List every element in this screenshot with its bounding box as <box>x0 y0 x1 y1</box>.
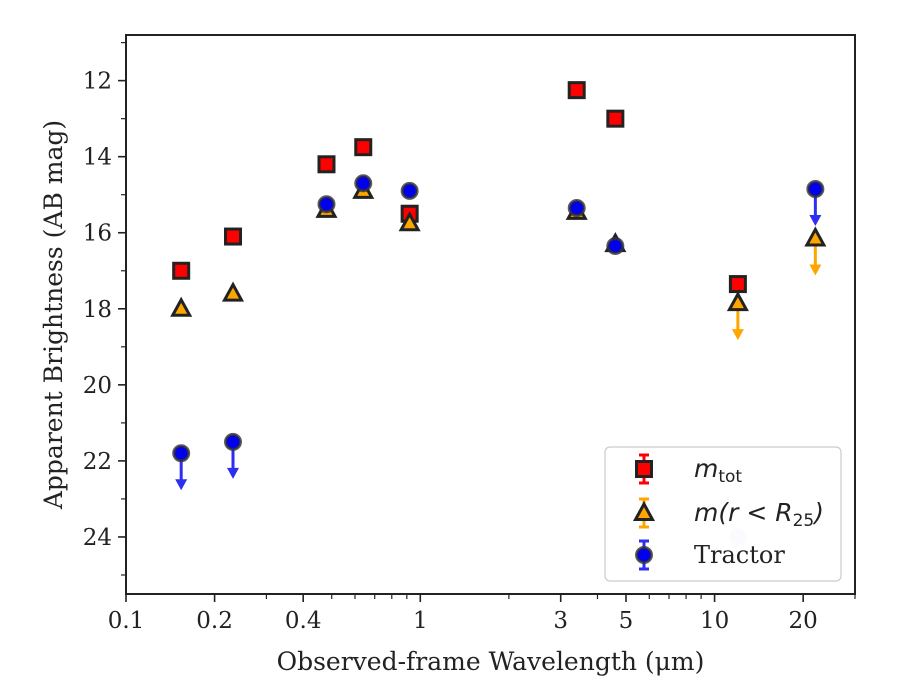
data-point <box>728 275 747 294</box>
data-point <box>172 261 191 280</box>
arrow-head <box>227 467 240 479</box>
legend-label: mtot <box>694 454 742 487</box>
legend-entry: Tractor <box>635 539 785 571</box>
data-point <box>804 226 827 247</box>
x-tick-label: 0.1 <box>108 608 145 634</box>
x-tick-label: 0.4 <box>285 608 322 634</box>
data-point <box>567 81 586 100</box>
plot-frame <box>125 34 856 595</box>
legend-marker <box>635 546 653 564</box>
triangle-marker <box>398 211 421 232</box>
x-tick-label: 1 <box>413 608 428 634</box>
y-tick-label: 14 <box>83 145 112 171</box>
x-tick-label: 5 <box>619 608 634 634</box>
data-point <box>354 138 373 157</box>
arrow-head <box>809 215 822 227</box>
data-point <box>806 180 825 199</box>
data-point <box>726 290 749 312</box>
circle-marker <box>354 174 373 193</box>
circle-marker <box>317 195 336 214</box>
x-tick-label: 10 <box>700 608 729 634</box>
triangle-marker <box>632 500 656 521</box>
legend-label-main: m(r < R <box>694 498 793 527</box>
square-marker <box>224 227 243 246</box>
legend-label-sub: 25 <box>793 511 815 531</box>
circle-marker <box>806 180 825 199</box>
data-point <box>317 195 336 214</box>
data-point <box>224 227 243 246</box>
data-point <box>606 109 625 128</box>
y-tick-label: 16 <box>83 221 112 247</box>
legend-label-main: m <box>694 454 718 483</box>
data-point <box>354 174 373 193</box>
data-point <box>224 432 243 451</box>
circle-marker <box>567 199 586 218</box>
arrow-head <box>175 479 188 491</box>
y-tick-label: 18 <box>83 297 112 323</box>
legend-label: Tractor <box>694 541 785 569</box>
x-axis-title: Observed-frame Wavelength (μm) <box>277 647 705 676</box>
legend-label-sub: tot <box>718 467 742 487</box>
legend-entry: mtot <box>635 453 742 487</box>
x-tick-label: 3 <box>553 608 568 634</box>
legend-label-close: ) <box>812 498 824 527</box>
series-square <box>172 81 747 294</box>
legend: mtot m(r < R25) Tractor <box>604 446 842 582</box>
data-point <box>221 281 245 302</box>
square-marker <box>172 261 191 280</box>
axes: 0.1 0.2 0.4 1 3 5 10 20 12 14 16 18 20 22 24 <box>83 34 856 634</box>
y-tick-label: 20 <box>83 373 112 399</box>
data-point <box>567 199 586 218</box>
legend-marker <box>632 500 656 521</box>
circle-marker <box>172 444 191 463</box>
arrow-head <box>731 329 744 341</box>
x-tick-label: 20 <box>789 608 818 634</box>
series-triangle <box>170 178 827 341</box>
square-marker <box>728 275 747 294</box>
data-point <box>606 237 625 256</box>
square-marker <box>635 460 653 478</box>
data-point <box>317 155 336 174</box>
data-point <box>398 211 421 232</box>
y-tick-label: 22 <box>83 449 112 475</box>
y-tick-label: 24 <box>83 525 112 551</box>
circle-marker <box>400 181 419 200</box>
y-axis-title: Apparent Brightness (AB mag) <box>39 120 68 510</box>
triangle-marker <box>170 296 193 317</box>
legend-label: m(r < R25) <box>694 498 824 531</box>
data-point <box>172 444 191 463</box>
x-tick-label: 0.2 <box>196 608 233 634</box>
circle-marker <box>224 432 243 451</box>
triangle-marker <box>804 226 827 247</box>
circle-marker <box>606 237 625 256</box>
y-tick-label: 12 <box>83 69 112 95</box>
square-marker <box>606 109 625 128</box>
arrow-head <box>809 264 822 276</box>
legend-entry: m(r < R25) <box>632 497 824 531</box>
data-point <box>400 181 419 200</box>
triangle-marker <box>726 290 749 312</box>
square-marker <box>317 155 336 174</box>
data-point <box>170 296 193 317</box>
square-marker <box>354 138 373 157</box>
circle-marker <box>635 546 653 564</box>
triangle-marker <box>221 281 245 302</box>
legend-marker <box>635 460 653 478</box>
square-marker <box>567 81 586 100</box>
legend-box <box>604 446 842 582</box>
